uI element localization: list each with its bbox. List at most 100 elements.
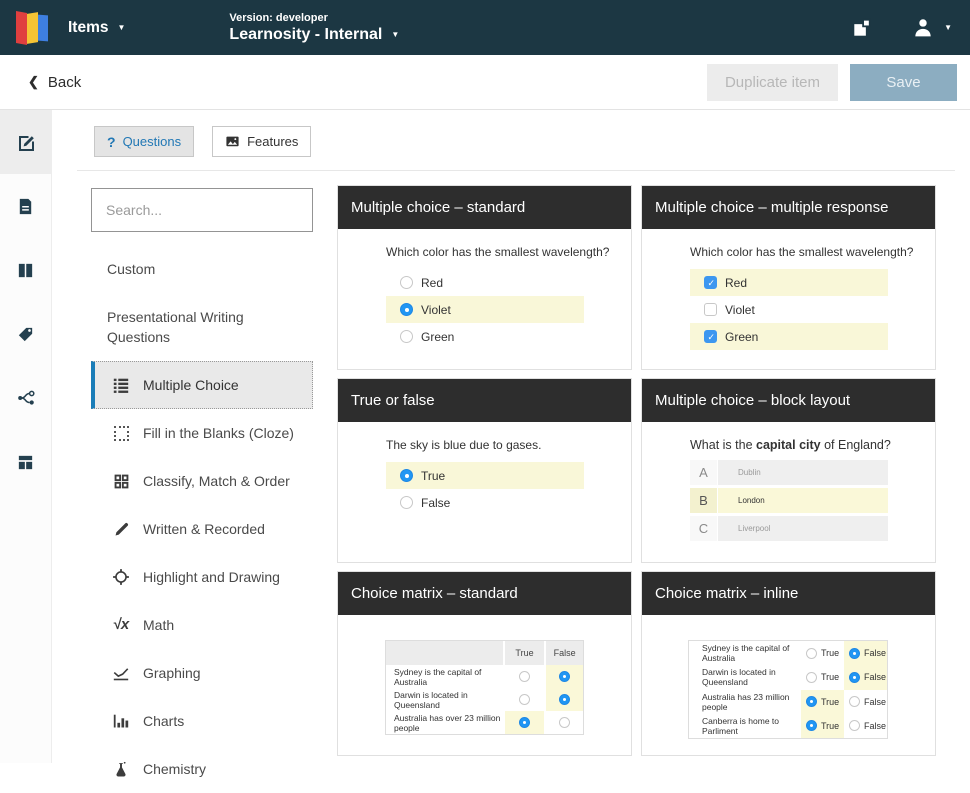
card-multiple-choice-block-layout[interactable]: Multiple choice – block layout What is t…	[641, 378, 936, 563]
option-label: Red	[725, 275, 748, 290]
rail-item-layouts[interactable]	[0, 430, 51, 494]
grid-icon	[112, 473, 130, 490]
duplicate-item-button[interactable]: Duplicate item	[707, 63, 838, 101]
overlapping-squares-icon	[854, 18, 871, 36]
category-written-recorded[interactable]: Written & Recorded	[91, 505, 313, 553]
checkbox-checked-icon	[704, 330, 717, 343]
category-math[interactable]: √x Math	[91, 601, 313, 649]
category-fill-in-the-blanks[interactable]: Fill in the Blanks (Cloze)	[91, 409, 313, 457]
category-graphing[interactable]: Graphing	[91, 649, 313, 697]
tag-icon	[18, 327, 33, 341]
action-bar: ❮ Back Duplicate item Save	[0, 55, 970, 110]
checkbox-unchecked-icon	[704, 303, 717, 316]
category-label: Chemistry	[143, 761, 207, 777]
matrix-row: Australia has 23 million people True Fal…	[689, 689, 887, 714]
true-label: True	[821, 672, 840, 683]
matrix-inline-box: Sydney is the capital of Australia True …	[688, 640, 888, 739]
dotted-box-icon	[112, 425, 130, 441]
tab-features[interactable]: Features	[212, 126, 312, 157]
tab-questions-label: Questions	[122, 134, 182, 149]
back-chevron-icon: ❮	[28, 74, 39, 89]
card-multiple-choice-multiple-response[interactable]: Multiple choice – multiple response Whic…	[641, 185, 936, 370]
card-title: Multiple choice – block layout	[642, 379, 935, 422]
columns-icon	[18, 263, 33, 277]
tab-questions[interactable]: ? Questions	[94, 126, 195, 157]
back-label: Back	[47, 73, 82, 91]
radio-unchecked-icon	[849, 720, 860, 732]
target-icon	[112, 568, 130, 586]
logo-blue-stripe	[38, 14, 48, 41]
org-name: Learnosity - Internal	[229, 26, 383, 43]
rail-item-tags[interactable]	[0, 302, 51, 366]
preview-option: True	[386, 462, 584, 489]
category-multiple-choice[interactable]: Multiple Choice	[91, 361, 313, 409]
option-label: Red	[421, 275, 444, 290]
version-label: Version: developer	[229, 12, 328, 24]
category-chemistry[interactable]: Chemistry	[91, 745, 313, 793]
logo-red-stripe	[16, 10, 27, 45]
preview-question: Which color has the smallest wavelength?	[386, 245, 610, 259]
category-label: Classify, Match & Order	[143, 473, 290, 489]
matrix-row: Darwin is located in Queensland	[386, 688, 583, 711]
table-layout-icon	[18, 455, 33, 469]
option-label: True	[421, 468, 446, 483]
false-label: False	[864, 720, 887, 731]
rail-item-share[interactable]	[0, 366, 51, 430]
preview-option: C Liverpool	[690, 516, 888, 541]
category-presentational-writing-questions[interactable]: Presentational Writing Questions	[91, 293, 313, 361]
category-custom[interactable]: Custom	[91, 245, 313, 293]
category-classify-match-order[interactable]: Classify, Match & Order	[91, 457, 313, 505]
category-label: Graphing	[143, 665, 201, 681]
card-choice-matrix-standard[interactable]: Choice matrix – standard True False Sydn…	[337, 571, 632, 756]
rail-item-activities[interactable]	[0, 238, 51, 302]
option-letter: B	[690, 488, 718, 513]
list-icon	[112, 376, 130, 394]
option-label: Violet	[421, 302, 451, 317]
matrix-row: Canberra is home to Parliment True False	[689, 713, 887, 738]
category-highlight-drawing[interactable]: Highlight and Drawing	[91, 553, 313, 601]
checkbox-checked-icon	[704, 276, 717, 289]
matrix-statement: Darwin is located in Queensland	[394, 689, 468, 710]
radio-checked-icon	[559, 693, 571, 705]
option-label: Green	[421, 329, 455, 344]
save-button[interactable]: Save	[850, 63, 957, 101]
matrix-statement: Australia has over 23 million people	[394, 712, 501, 733]
search-input[interactable]	[91, 188, 313, 232]
matrix-table: True False Sydney is the capital of Aust…	[385, 640, 584, 735]
preview-option: Violet	[386, 296, 584, 323]
question-mark-icon: ?	[107, 133, 116, 150]
card-multiple-choice-standard[interactable]: Multiple choice – standard Which color h…	[337, 185, 632, 370]
preview-option: Violet	[690, 296, 888, 323]
matrix-statement: Darwin is located in Queensland	[702, 667, 776, 688]
org-switcher[interactable]: Version: developer Learnosity - Internal…	[229, 11, 399, 44]
learnosity-logo[interactable]	[13, 10, 51, 46]
back-button[interactable]: ❮ Back	[28, 74, 81, 91]
option-label: Dublin	[738, 468, 761, 477]
matrix-statement: Sydney is the capital of Australia	[702, 643, 790, 664]
radio-checked-icon	[849, 647, 860, 659]
true-label: True	[821, 720, 840, 731]
rail-item-author[interactable]	[0, 110, 51, 174]
radio-checked-icon	[559, 670, 571, 682]
radio-unchecked-icon	[400, 330, 413, 343]
radio-unchecked-icon	[519, 670, 530, 682]
card-true-or-false[interactable]: True or false The sky is blue due to gas…	[337, 378, 632, 563]
document-icon	[19, 198, 32, 214]
card-choice-matrix-inline[interactable]: Choice matrix – inline Sydney is the cap…	[641, 571, 936, 756]
pencil-icon	[112, 521, 130, 538]
category-label: Written & Recorded	[143, 521, 265, 537]
items-menu[interactable]: Items ▼	[68, 19, 125, 37]
category-charts[interactable]: Charts	[91, 697, 313, 745]
app-switcher-button[interactable]	[851, 17, 873, 39]
matrix-statement: Australia has 23 million people	[702, 691, 790, 712]
option-letter: A	[690, 460, 718, 485]
true-label: True	[821, 696, 840, 707]
radio-checked-icon	[849, 671, 860, 683]
rail-item-items[interactable]	[0, 174, 51, 238]
option-label: False	[421, 495, 451, 510]
preview-option: A Dublin	[690, 460, 888, 485]
matrix-statement: Sydney is the capital of Australia	[394, 666, 482, 687]
tab-features-label: Features	[247, 134, 299, 149]
user-menu[interactable]: ▼	[911, 16, 952, 40]
category-label: Highlight and Drawing	[143, 569, 280, 585]
